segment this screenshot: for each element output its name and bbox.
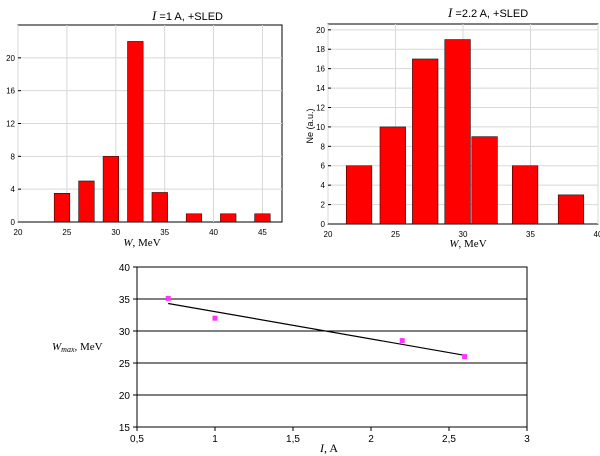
c1-bar [53, 193, 71, 223]
c1-x-tick-label: 30 [111, 228, 120, 237]
c1-x-tick-label: 40 [209, 228, 218, 237]
c1-y-tick-label: 8 [11, 152, 16, 161]
c2-bar [512, 165, 539, 225]
chart2-y-label: Ne (a.u.) [305, 108, 315, 143]
c2-bar [379, 126, 406, 225]
c2-bar [412, 58, 439, 225]
c3-y-tick-label: 40 [119, 263, 131, 274]
c3-y-tick-label: 15 [119, 423, 131, 434]
c3-x-tick-label: 2 [368, 434, 374, 445]
chart3-trendline [168, 302, 465, 356]
wmax-vs-current: 0,5 1 1,5 2 2,5 3 15 20 25 30 35 40 I, A Wmax, MeV [52, 263, 530, 455]
c2-y-tick-label: 12 [316, 103, 325, 112]
c1-bar [254, 213, 271, 223]
chart2-x-ticks: 20 25 30 35 40 [324, 230, 600, 239]
chart3-y-ticks: 15 20 25 30 35 40 [119, 263, 137, 434]
c3-trend-line [168, 302, 465, 356]
c1-bar [151, 192, 168, 223]
c1-bar [127, 41, 144, 223]
c2-x-tick-label: 40 [594, 230, 600, 239]
c2-x-tick-label: 25 [391, 230, 400, 239]
c3-x-tick-label: 1,5 [286, 434, 300, 445]
c1-x-tick-label: 45 [258, 228, 267, 237]
c3-data-point [212, 315, 218, 321]
c2-x-tick-label: 20 [324, 230, 333, 239]
c2-x-tick-label: 30 [459, 230, 468, 239]
c2-y-tick-label: 6 [321, 162, 326, 171]
histogram-2-2a: I =2.2 A, +SLED 20 25 30 35 40 0 2 4 6 8 10 12 14 16… [305, 5, 600, 250]
c3-data-point [399, 338, 405, 344]
c1-y-tick-label: 0 [11, 218, 16, 227]
c3-y-tick-label: 25 [119, 359, 131, 370]
c3-x-tick-label: 0,5 [130, 434, 144, 445]
c2-y-tick-label: 10 [316, 123, 325, 132]
chart1-title: I =1 A, +SLED [151, 8, 223, 23]
chart1-bars [53, 41, 271, 223]
chart3-points [165, 295, 468, 360]
c1-y-tick-label: 4 [11, 185, 16, 194]
c1-bar [102, 156, 119, 223]
c2-bar [345, 165, 373, 225]
c3-y-tick-label: 20 [119, 391, 131, 402]
c3-data-point [462, 354, 468, 360]
c1-bar [185, 213, 203, 223]
chart3-plot-area [136, 266, 528, 428]
c2-bar [471, 136, 498, 225]
c2-y-tick-label: 20 [316, 26, 325, 35]
c1-x-tick-label: 20 [14, 228, 23, 237]
c2-y-tick-label: 4 [321, 181, 326, 190]
c3-x-tick-label: 1 [212, 434, 218, 445]
c1-y-tick-label: 16 [6, 87, 15, 96]
c2-bar [444, 39, 471, 225]
c2-bar [557, 194, 585, 225]
c3-x-tick-label: 3 [524, 434, 530, 445]
c2-y-tick-label: 18 [316, 45, 325, 54]
chart3-x-label: I, A [319, 441, 338, 455]
c3-y-tick-label: 35 [119, 295, 131, 306]
chart3-x-ticks: 0,5 1 1,5 2 2,5 3 [130, 427, 530, 445]
chart2-title: I =2.2 A, +SLED [447, 5, 528, 20]
chart2-bars [345, 39, 585, 225]
c2-y-tick-label: 2 [321, 201, 326, 210]
chart3-y-label: Wmax, MeV [52, 341, 103, 354]
c1-bar [220, 213, 237, 223]
c1-y-tick-label: 20 [6, 54, 15, 63]
chart1-y-ticks: 0 4 8 12 16 20 [6, 54, 21, 227]
chart1-x-ticks: 20 25 30 35 40 45 [14, 228, 268, 237]
c2-y-tick-label: 16 [316, 65, 325, 74]
c2-y-tick-label: 14 [316, 84, 325, 93]
chart1-x-label: W, MeV [123, 237, 160, 249]
chart3-grid [137, 298, 527, 396]
c3-x-tick-label: 2,5 [442, 434, 456, 445]
chart2-x-label: W, MeV [449, 238, 486, 250]
c2-y-tick-label: 8 [321, 142, 326, 151]
histogram-1a: I =1 A, +SLED 20 25 30 35 40 45 0 4 8 12 16 20 W, … [6, 8, 283, 249]
c2-y-tick-label: 0 [321, 220, 326, 229]
c1-x-tick-label: 25 [62, 228, 71, 237]
chart2-y-ticks: 0 2 4 6 8 10 12 14 16 18 20 [316, 26, 331, 229]
c2-x-tick-label: 35 [526, 230, 535, 239]
c1-bar [78, 180, 95, 223]
c1-y-tick-label: 12 [6, 120, 15, 129]
c3-data-point [165, 295, 171, 301]
c3-y-tick-label: 30 [119, 327, 131, 338]
c1-x-tick-label: 35 [160, 228, 169, 237]
